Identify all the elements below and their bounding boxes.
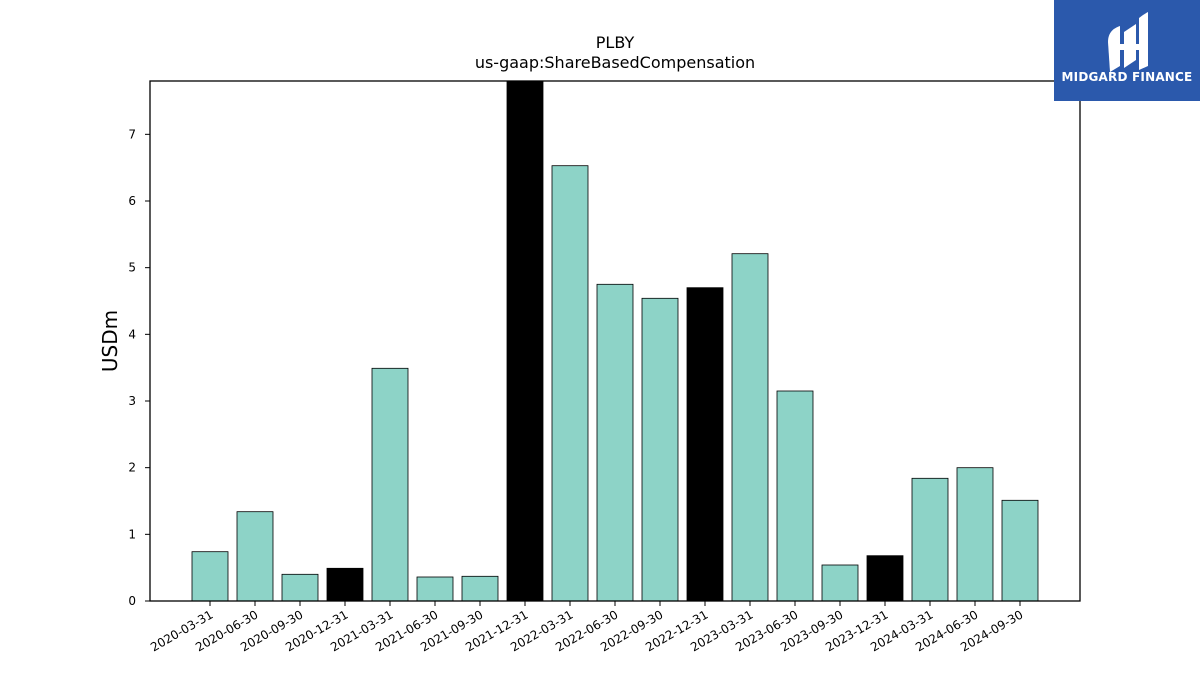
logo-mark-icon <box>1108 12 1148 72</box>
bar-2021-12-31 <box>506 80 544 602</box>
y-ticks-layer: 0 1 2 3 4 5 6 7 <box>128 127 150 608</box>
chart-subtitle: us-gaap:ShareBasedCompensation <box>475 53 755 72</box>
y-tick-label: 1 <box>128 527 136 541</box>
bar-2023-09-30 <box>821 564 859 602</box>
y-tick-label: 2 <box>128 461 136 475</box>
bar-2024-03-31 <box>911 477 949 602</box>
bar-2022-03-31 <box>551 165 589 602</box>
x-ticks-layer: 2020-03-312020-06-302020-09-302020-12-31… <box>148 601 1026 654</box>
bar-2020-03-31 <box>191 551 229 602</box>
bar-2023-03-31 <box>731 253 769 602</box>
bar-2022-06-30 <box>596 283 634 602</box>
y-axis-label: USDm <box>98 310 122 372</box>
y-tick-label: 6 <box>128 194 136 208</box>
bar-2021-03-31 <box>371 367 409 602</box>
bar-2023-06-30 <box>776 390 814 602</box>
logo-text: MIDGARD FINANCE <box>1062 70 1193 84</box>
bar-2024-09-30 <box>1001 499 1039 602</box>
y-tick-label: 0 <box>128 594 136 608</box>
y-tick-label: 4 <box>128 327 136 341</box>
y-tick-label: 3 <box>128 394 136 408</box>
bar-2020-06-30 <box>236 511 274 602</box>
bar-2020-12-31 <box>326 567 364 602</box>
bar-2022-09-30 <box>641 297 679 602</box>
y-tick-label: 7 <box>128 127 136 141</box>
plot-area-frame <box>149 80 1081 602</box>
y-tick-label: 5 <box>128 261 136 275</box>
bar-2023-12-31 <box>866 555 904 602</box>
bar-2021-06-30 <box>416 576 454 602</box>
midgard-finance-logo: MIDGARD FINANCE <box>1054 0 1200 101</box>
bar-2022-12-31 <box>686 287 724 602</box>
bar-2024-06-30 <box>956 467 994 602</box>
bars-layer <box>191 80 1039 602</box>
bar-2020-09-30 <box>281 573 319 602</box>
bar-2021-09-30 <box>461 575 499 602</box>
chart-title: PLBY <box>596 33 635 52</box>
